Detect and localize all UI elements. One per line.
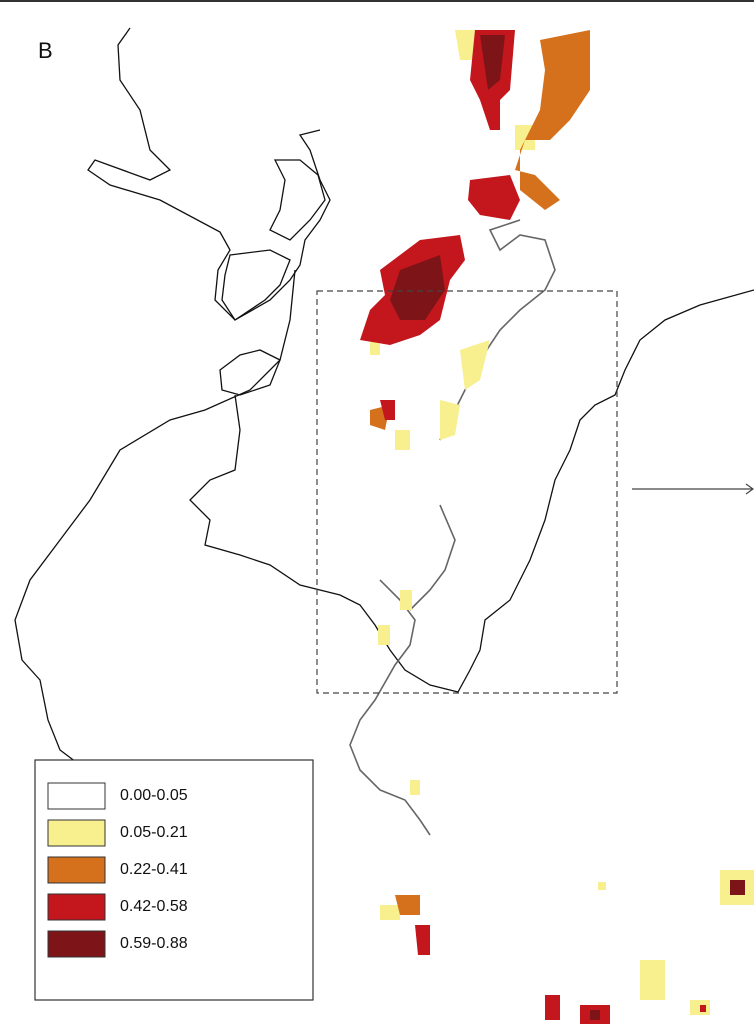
legend-label: 0.42-0.58 bbox=[120, 898, 188, 915]
panel-label: B bbox=[38, 38, 53, 63]
legend-label: 0.00-0.05 bbox=[120, 787, 188, 804]
coastlines bbox=[14, 27, 754, 836]
legend-label: 0.59-0.88 bbox=[120, 935, 188, 952]
suitability-cells bbox=[360, 30, 754, 1024]
inset-box bbox=[316, 290, 618, 694]
legend-label: 0.05-0.21 bbox=[120, 824, 188, 841]
legend-swatch bbox=[47, 930, 106, 958]
legend: 0.00-0.05 0.05-0.21 0.22-0.41 0.42-0.58 0.59… bbox=[47, 782, 188, 958]
legend-swatch bbox=[47, 856, 106, 884]
legend-swatch bbox=[47, 782, 106, 810]
legend-label: 0.22-0.41 bbox=[120, 861, 188, 878]
legend-swatch bbox=[47, 819, 106, 847]
legend-swatch bbox=[47, 893, 106, 921]
arrow-head bbox=[745, 483, 754, 495]
